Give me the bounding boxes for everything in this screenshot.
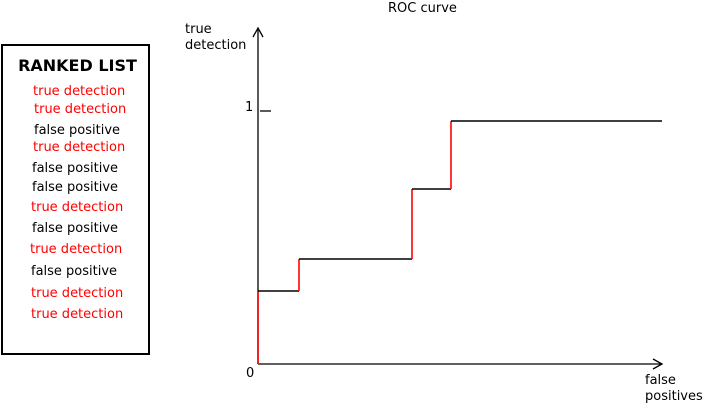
roc-curve: [257, 120, 662, 364]
ranked-list-item: false positive: [32, 180, 119, 195]
roc-title: ROC curve: [388, 1, 457, 16]
ranked-list-item: true detection: [30, 242, 123, 257]
x-axis-label-line1: false: [645, 373, 676, 388]
ranked-list-title: RANKED LIST: [18, 56, 137, 75]
ranked-list-item: false positive: [32, 161, 119, 176]
ranked-list-item: true detection: [31, 286, 124, 301]
y-axis-arrowhead: [252, 26, 264, 38]
ranked-list-item: false positive: [34, 123, 121, 138]
ranked-list-box: RANKED LIST true detection true detection…: [1, 44, 150, 355]
ranked-list-item: false positive: [31, 264, 118, 279]
x-axis-arrowhead: [652, 358, 664, 370]
y-axis-label-line1: true: [185, 22, 212, 37]
y-axis-label-line2: detection: [185, 38, 247, 53]
ranked-list-item: true detection: [33, 84, 126, 99]
origin-label: 0: [246, 366, 255, 381]
x-axis-label-line2: positives: [645, 389, 703, 404]
y-tick-label: 1: [245, 100, 254, 115]
ranked-list-item: true detection: [33, 140, 126, 155]
ranked-list-item: false positive: [32, 221, 119, 236]
ranked-list-item: true detection: [34, 102, 127, 117]
ranked-list-item: true detection: [31, 200, 124, 215]
ranked-list-item: true detection: [31, 307, 124, 322]
